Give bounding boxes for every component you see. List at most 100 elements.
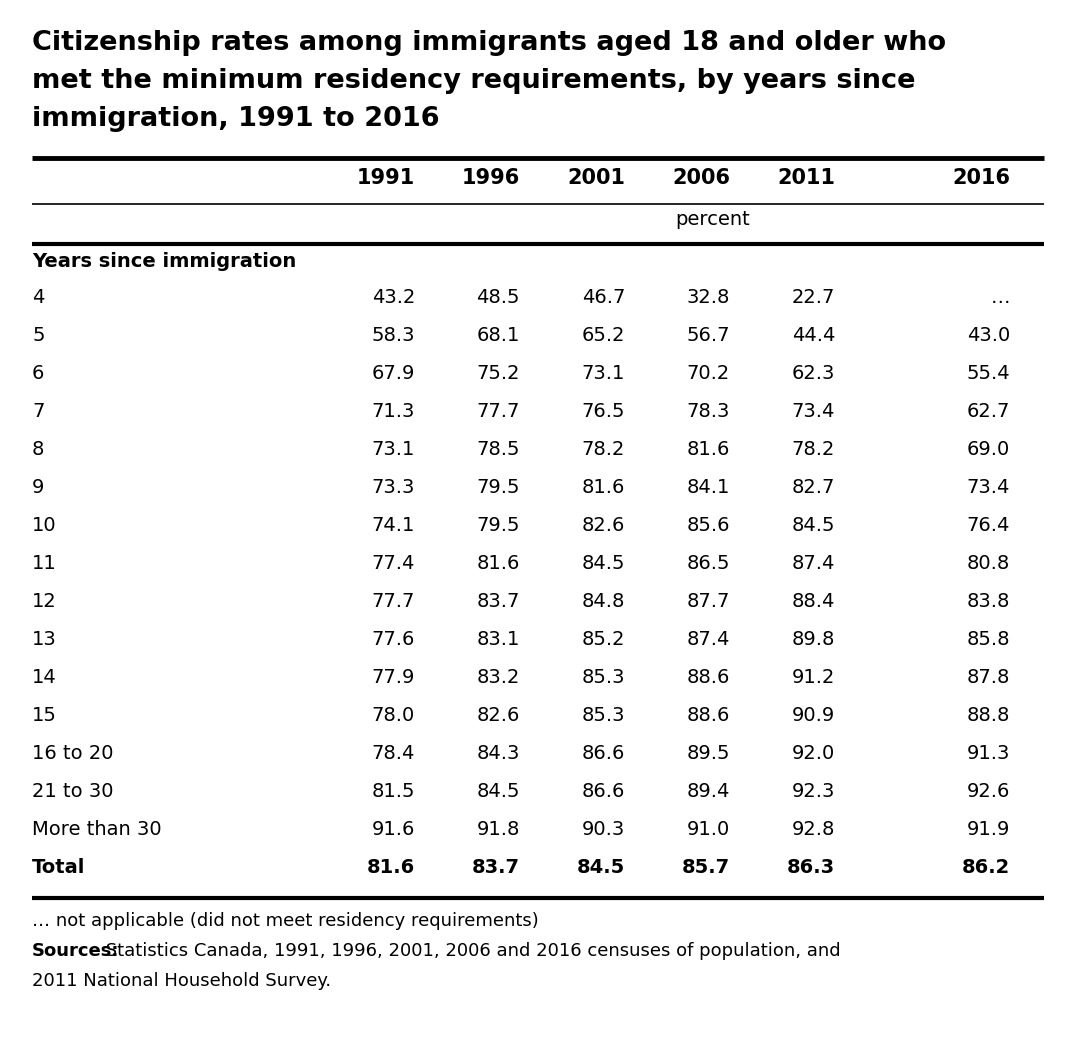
Text: 88.6: 88.6 [686,668,730,687]
Text: 2011 National Household Survey.: 2011 National Household Survey. [32,972,331,990]
Text: 84.5: 84.5 [577,858,625,877]
Text: 73.3: 73.3 [371,478,415,497]
Text: 86.3: 86.3 [787,858,835,877]
Text: 55.4: 55.4 [966,364,1010,383]
Text: 8: 8 [32,440,44,459]
Text: 67.9: 67.9 [371,364,415,383]
Text: 77.7: 77.7 [371,592,415,611]
Text: 86.6: 86.6 [582,744,625,763]
Text: 84.5: 84.5 [792,516,835,535]
Text: 85.7: 85.7 [682,858,730,877]
Text: 82.6: 82.6 [582,516,625,535]
Text: 2006: 2006 [672,168,730,188]
Text: 85.6: 85.6 [686,516,730,535]
Text: 89.5: 89.5 [686,744,730,763]
Text: 13: 13 [32,630,57,649]
Text: 90.3: 90.3 [582,820,625,839]
Text: 92.0: 92.0 [792,744,835,763]
Text: 79.5: 79.5 [477,516,520,535]
Text: 88.6: 88.6 [686,706,730,725]
Text: 87.7: 87.7 [686,592,730,611]
Text: 87.8: 87.8 [966,668,1010,687]
Text: 75.2: 75.2 [477,364,520,383]
Text: 7: 7 [32,402,44,421]
Text: … not applicable (did not meet residency requirements): … not applicable (did not meet residency… [32,912,539,930]
Text: 86.6: 86.6 [582,782,625,801]
Text: 1991: 1991 [357,168,415,188]
Text: 46.7: 46.7 [582,288,625,307]
Text: 78.3: 78.3 [686,402,730,421]
Text: 21 to 30: 21 to 30 [32,782,113,801]
Text: 11: 11 [32,554,57,573]
Text: 9: 9 [32,478,44,497]
Text: 62.7: 62.7 [966,402,1010,421]
Text: 81.5: 81.5 [371,782,415,801]
Text: 84.8: 84.8 [582,592,625,611]
Text: 76.5: 76.5 [581,402,625,421]
Text: 2001: 2001 [567,168,625,188]
Text: 83.8: 83.8 [966,592,1010,611]
Text: 14: 14 [32,668,57,687]
Text: 62.3: 62.3 [792,364,835,383]
Text: 48.5: 48.5 [477,288,520,307]
Text: 68.1: 68.1 [477,326,520,345]
Text: 43.0: 43.0 [966,326,1010,345]
Text: 91.2: 91.2 [792,668,835,687]
Text: More than 30: More than 30 [32,820,161,839]
Text: met the minimum residency requirements, by years since: met the minimum residency requirements, … [32,68,916,94]
Text: 82.6: 82.6 [477,706,520,725]
Text: Citizenship rates among immigrants aged 18 and older who: Citizenship rates among immigrants aged … [32,30,946,56]
Text: 91.9: 91.9 [966,820,1010,839]
Text: 83.1: 83.1 [477,630,520,649]
Text: 78.0: 78.0 [371,706,415,725]
Text: 70.2: 70.2 [686,364,730,383]
Text: 92.8: 92.8 [792,820,835,839]
Text: 91.6: 91.6 [371,820,415,839]
Text: 91.3: 91.3 [966,744,1010,763]
Text: 85.8: 85.8 [966,630,1010,649]
Text: 81.6: 81.6 [477,554,520,573]
Text: Sources:: Sources: [32,942,119,960]
Text: immigration, 1991 to 2016: immigration, 1991 to 2016 [32,106,440,132]
Text: 74.1: 74.1 [371,516,415,535]
Text: 81.6: 81.6 [686,440,730,459]
Text: 2011: 2011 [777,168,835,188]
Text: 10: 10 [32,516,57,535]
Text: 83.2: 83.2 [477,668,520,687]
Text: percent: percent [675,210,750,229]
Text: 92.3: 92.3 [792,782,835,801]
Text: 76.4: 76.4 [966,516,1010,535]
Text: 6: 6 [32,364,44,383]
Text: 56.7: 56.7 [686,326,730,345]
Text: 77.9: 77.9 [371,668,415,687]
Text: 84.1: 84.1 [686,478,730,497]
Text: 77.4: 77.4 [371,554,415,573]
Text: 77.6: 77.6 [371,630,415,649]
Text: 73.1: 73.1 [582,364,625,383]
Text: 78.2: 78.2 [582,440,625,459]
Text: 91.0: 91.0 [686,820,730,839]
Text: 84.5: 84.5 [477,782,520,801]
Text: 85.3: 85.3 [581,706,625,725]
Text: 89.4: 89.4 [686,782,730,801]
Text: 84.3: 84.3 [477,744,520,763]
Text: 84.5: 84.5 [581,554,625,573]
Text: 81.6: 81.6 [367,858,415,877]
Text: 73.4: 73.4 [966,478,1010,497]
Text: Years since immigration: Years since immigration [32,252,296,271]
Text: 81.6: 81.6 [582,478,625,497]
Text: 2016: 2016 [952,168,1010,188]
Text: 65.2: 65.2 [581,326,625,345]
Text: 86.2: 86.2 [962,858,1010,877]
Text: 80.8: 80.8 [966,554,1010,573]
Text: 16 to 20: 16 to 20 [32,744,113,763]
Text: 87.4: 87.4 [792,554,835,573]
Text: 77.7: 77.7 [477,402,520,421]
Text: 92.6: 92.6 [966,782,1010,801]
Text: 22.7: 22.7 [792,288,835,307]
Text: 83.7: 83.7 [477,592,520,611]
Text: 91.8: 91.8 [477,820,520,839]
Text: 86.5: 86.5 [686,554,730,573]
Text: 73.4: 73.4 [792,402,835,421]
Text: 78.4: 78.4 [371,744,415,763]
